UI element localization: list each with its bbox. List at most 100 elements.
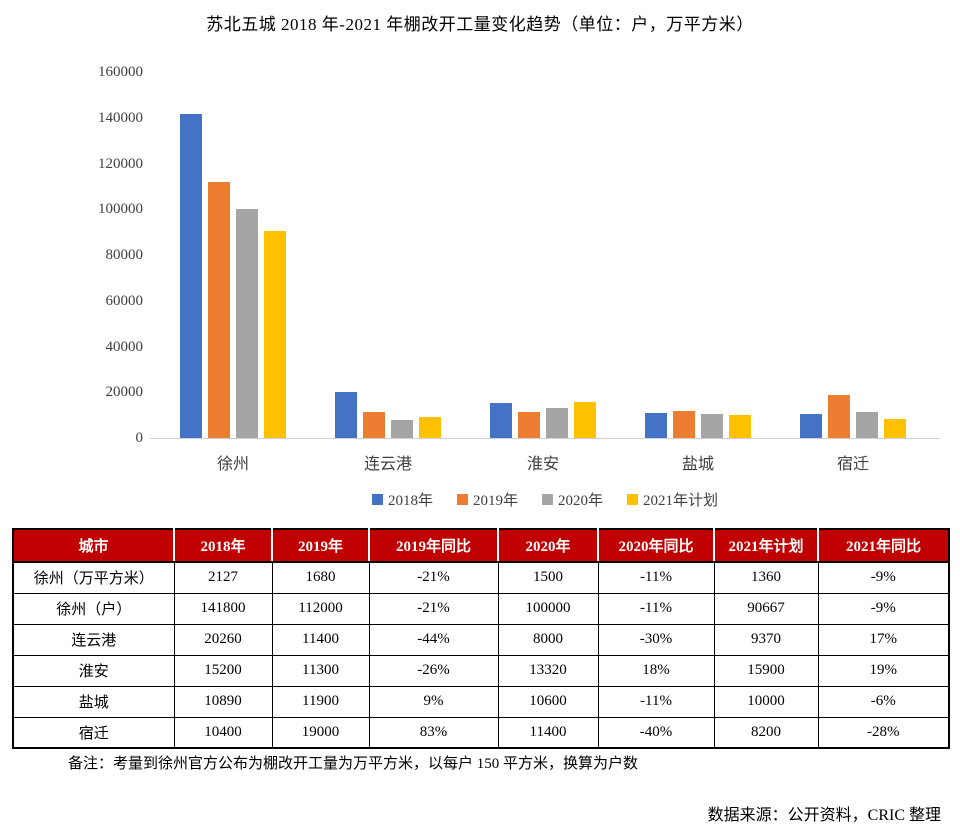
table-cell: -26% (368, 654, 499, 687)
bar-2018年-宿迁 (800, 414, 822, 438)
legend-swatch-icon (627, 494, 639, 505)
table-cell: 11300 (271, 654, 370, 687)
y-axis-tick-label: 160000 (98, 64, 143, 80)
bar-2020年-连云港 (391, 420, 413, 438)
table-cell: 19% (817, 654, 950, 687)
table-cell: 15900 (713, 654, 819, 687)
y-axis-tick-label: 100000 (98, 201, 143, 218)
table-cell: 1680 (271, 561, 370, 594)
bar-2019年-连云港 (363, 412, 385, 438)
legend-item: 2018年 (371, 489, 433, 510)
y-axis-tick-label: 60000 (105, 292, 144, 309)
table-header-cell: 城市 (13, 529, 174, 563)
table-cell: -40% (597, 716, 715, 749)
legend-swatch-icon (542, 494, 553, 505)
bar-2019年-淮安 (518, 412, 540, 438)
y-axis-tick-label: 20000 (105, 384, 144, 401)
table-cell: 11400 (497, 716, 599, 749)
table-row: 淮安 15200 11300 -26% 13320 18% 15900 19% (12, 654, 950, 687)
bar-2018年-连云港 (335, 392, 357, 438)
table-cell: 1360 (713, 561, 819, 594)
y-axis-tick-label: 80000 (105, 247, 144, 263)
legend-item: 2019年 (456, 489, 518, 510)
table-header-cell: 2021年同比 (817, 529, 949, 563)
bar-2021年计划-淮安 (574, 402, 596, 438)
table-cell: 11400 (271, 623, 370, 656)
table-cell: 9370 (713, 623, 819, 656)
x-axis-category-label: 徐州 (216, 456, 249, 473)
y-axis-tick-label: 120000 (98, 155, 143, 172)
table-cell: 盐城 (12, 685, 175, 718)
table-cell: 8200 (713, 716, 819, 749)
legend-item: 2020年 (542, 489, 603, 510)
table-row: 连云港 20260 11400 -44% 8000 -30% 9370 17% (12, 623, 950, 656)
table-header-cell: 2021年计划 (713, 529, 818, 563)
bar-2021年计划-盐城 (729, 415, 751, 438)
table-cell: 90667 (713, 592, 819, 625)
table-cell: -11% (597, 685, 715, 718)
table-cell: 11900 (271, 685, 370, 718)
table-cell: -30% (597, 623, 715, 656)
table-cell: 15200 (173, 654, 273, 687)
bar-2019年-盐城 (673, 411, 695, 438)
table-cell: 20260 (173, 623, 273, 656)
x-axis-line (150, 438, 940, 439)
table-cell: -9% (817, 592, 950, 625)
table-cell: 17% (817, 623, 950, 656)
bar-2021年计划-连云港 (419, 417, 441, 438)
bar-2020年-徐州 (236, 209, 258, 438)
table-header-row: 城市 2018年 2019年 2019年同比 2020年 2020年同比 2021年计划 20… (13, 529, 949, 563)
table-cell: 10400 (173, 716, 273, 749)
table-row: 徐州（万平方米） 2127 1680 -21% 1500 -11% 1360 -9% (12, 561, 950, 594)
table-header-cell: 2020年 (497, 529, 598, 563)
bar-2018年-徐州 (180, 114, 202, 438)
data-source-note: 数据来源：公开资料，CRIC 整理 (707, 807, 941, 824)
bar-2021年计划-宿迁 (884, 419, 906, 438)
table-row: 盐城 10890 11900 9% 10600 -11% 10000 -6% (12, 685, 950, 718)
table-cell: 10890 (173, 685, 273, 718)
table-cell: -6% (817, 685, 950, 718)
table-cell: 13320 (497, 654, 599, 687)
table-header-cell: 2019年同比 (368, 529, 498, 563)
table-cell: 141800 (173, 592, 273, 625)
table-cell: 徐州（户） (12, 592, 175, 625)
table-cell: 连云港 (12, 623, 175, 656)
x-axis-category-label: 宿迁 (836, 456, 869, 473)
table-cell: -28% (817, 716, 950, 749)
y-axis-tick-label: 140000 (98, 109, 143, 126)
y-axis-tick-label: 0 (135, 430, 144, 446)
legend-label: 2019年 (472, 493, 518, 509)
table-cell: 徐州（万平方米） (12, 561, 175, 594)
table-cell: -21% (368, 561, 499, 594)
table-header-cell: 2018年 (173, 529, 272, 563)
legend-item: 2021年计划 (627, 489, 718, 510)
table-cell: 1500 (497, 561, 599, 594)
legend-label: 2021年计划 (643, 493, 719, 509)
chart-legend: 2018年 2019年 2020年 2021年计划 (150, 489, 940, 510)
bar-2021年计划-徐州 (264, 231, 286, 438)
x-axis-category-label: 盐城 (681, 456, 714, 473)
table-cell: 8000 (497, 623, 599, 656)
bar-2019年-徐州 (208, 182, 230, 438)
table-header-cell: 2019年 (271, 529, 369, 563)
bar-2019年-宿迁 (828, 395, 850, 438)
table-cell: -44% (368, 623, 499, 656)
table-cell: -9% (817, 561, 950, 594)
table-cell: 10600 (497, 685, 599, 718)
table-cell: 2127 (173, 561, 273, 594)
table-row: 徐州（户） 141800 112000 -21% 100000 -11% 90667 -9% (12, 592, 950, 625)
bar-2020年-宿迁 (856, 412, 878, 438)
legend-swatch-icon (371, 494, 383, 505)
table-cell: 10000 (713, 685, 819, 718)
bar-2020年-淮安 (546, 408, 568, 438)
table-row: 宿迁 10400 19000 83% 11400 -40% 8200 -28% (12, 716, 950, 749)
table-cell: 19000 (271, 716, 370, 749)
footnote: 备注：考量到徐州官方公布为棚改开工量为万平方米，以每户 150 平方米，换算为户… (68, 756, 639, 772)
data-table: 城市 2018年 2019年 2019年同比 2020年 2020年同比 2021年计划 20… (12, 528, 950, 749)
legend-swatch-icon (456, 494, 468, 505)
chart-title: 苏北五城 2018 年-2021 年棚改开工量变化趋势（单位：户，万平方米） (206, 15, 754, 34)
table-cell: -11% (597, 592, 715, 625)
bar-chart: 160000 140000 120000 100000 80000 60000 40000 2… (98, 64, 940, 510)
y-axis-tick-label: 40000 (105, 338, 144, 355)
